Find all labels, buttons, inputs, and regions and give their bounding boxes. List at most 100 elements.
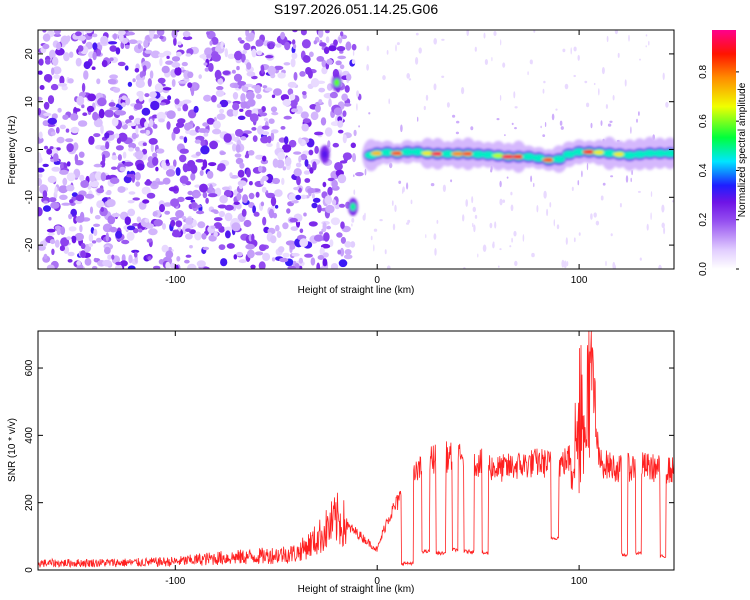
noise-blob xyxy=(323,232,330,242)
noise-blob xyxy=(182,226,187,234)
noise-blob xyxy=(245,243,255,250)
noise-blob xyxy=(65,138,74,143)
noise-blob xyxy=(339,160,348,164)
noise-blob xyxy=(182,30,191,38)
noise-blob xyxy=(144,49,153,54)
noise-blob xyxy=(328,98,332,108)
noise-blob xyxy=(75,215,85,223)
noise-blob xyxy=(57,82,68,87)
noise-blob xyxy=(628,34,630,42)
noise-blob xyxy=(66,236,72,241)
noise-blob xyxy=(104,132,110,139)
colorbar-label: Normalized spectral amplitude xyxy=(737,82,748,217)
noise-blob xyxy=(211,36,219,45)
noise-blob xyxy=(175,210,185,219)
noise-blob xyxy=(52,66,62,75)
noise-blob xyxy=(179,135,184,140)
noise-blob xyxy=(631,169,633,176)
noise-blob xyxy=(299,228,304,234)
signal-core xyxy=(522,152,536,161)
noise-blob xyxy=(249,113,259,123)
noise-blob xyxy=(177,80,188,84)
noise-blob xyxy=(248,192,255,200)
noise-blob xyxy=(171,30,178,39)
noise-blob xyxy=(303,170,310,175)
noise-blob xyxy=(337,55,347,60)
noise-blob xyxy=(316,56,325,62)
noise-blob xyxy=(472,206,476,213)
noise-blob xyxy=(646,223,649,231)
noise-blob xyxy=(260,201,265,207)
noise-blob xyxy=(606,35,609,43)
noise-blob xyxy=(510,204,514,212)
noise-blob xyxy=(136,163,145,171)
noise-blob xyxy=(275,43,282,48)
noise-blob xyxy=(292,39,296,46)
noise-blob xyxy=(308,221,318,227)
noise-blob xyxy=(262,155,267,162)
noise-blob xyxy=(269,42,274,49)
noise-blob xyxy=(499,94,502,101)
noise-blob xyxy=(109,226,118,233)
signal-core xyxy=(401,148,414,156)
noise-blob xyxy=(353,189,356,195)
noise-blob xyxy=(584,80,588,84)
noise-blob xyxy=(531,252,535,258)
signal-core xyxy=(602,149,616,158)
noise-blob xyxy=(456,120,460,124)
noise-blob xyxy=(165,169,176,177)
noise-blob xyxy=(282,99,292,107)
noise-blob xyxy=(586,162,589,171)
noise-blob xyxy=(283,136,289,145)
noise-blob xyxy=(163,202,172,207)
noise-blob xyxy=(57,107,62,113)
noise-blob xyxy=(493,31,497,36)
noise-blob xyxy=(80,180,89,188)
noise-blob xyxy=(406,182,409,190)
noise-blob xyxy=(581,170,583,178)
noise-blob xyxy=(593,212,597,218)
noise-blob xyxy=(112,87,121,93)
noise-blob xyxy=(206,54,212,59)
noise-blob xyxy=(662,72,665,81)
noise-blob xyxy=(51,67,55,76)
noise-blob xyxy=(310,257,316,266)
noise-blob xyxy=(176,51,182,57)
noise-blob xyxy=(53,153,59,162)
noise-blob xyxy=(232,143,237,152)
noise-blob xyxy=(102,259,112,267)
noise-blob xyxy=(43,205,51,212)
noise-blob xyxy=(109,106,119,111)
noise-blob xyxy=(267,135,272,144)
noise-blob xyxy=(49,146,54,150)
noise-blob xyxy=(89,206,94,214)
noise-blob xyxy=(598,88,600,96)
noise-blob xyxy=(93,118,103,128)
noise-blob xyxy=(321,66,328,75)
noise-blob xyxy=(430,183,435,187)
noise-blob xyxy=(291,199,299,204)
noise-blob xyxy=(613,264,616,269)
noise-blob xyxy=(127,265,136,269)
noise-blob xyxy=(198,74,202,79)
noise-blob xyxy=(326,225,332,230)
noise-blob xyxy=(199,183,208,193)
noise-blob xyxy=(415,32,419,36)
noise-blob xyxy=(314,145,319,154)
noise-blob xyxy=(144,218,150,223)
noise-blob xyxy=(74,232,85,242)
noise-blob xyxy=(114,264,123,269)
noise-blob xyxy=(339,247,345,257)
noise-blob xyxy=(202,191,208,199)
noise-blob xyxy=(126,231,135,241)
noise-blob xyxy=(291,52,298,59)
noise-blob xyxy=(384,249,387,255)
noise-blob xyxy=(465,199,469,207)
noise-blob xyxy=(216,86,224,91)
noise-blob xyxy=(59,245,65,252)
noise-blob xyxy=(126,174,135,178)
noise-blob xyxy=(607,123,612,127)
noise-blob xyxy=(146,238,153,243)
noise-blob xyxy=(234,50,243,61)
noise-blob xyxy=(206,170,214,179)
